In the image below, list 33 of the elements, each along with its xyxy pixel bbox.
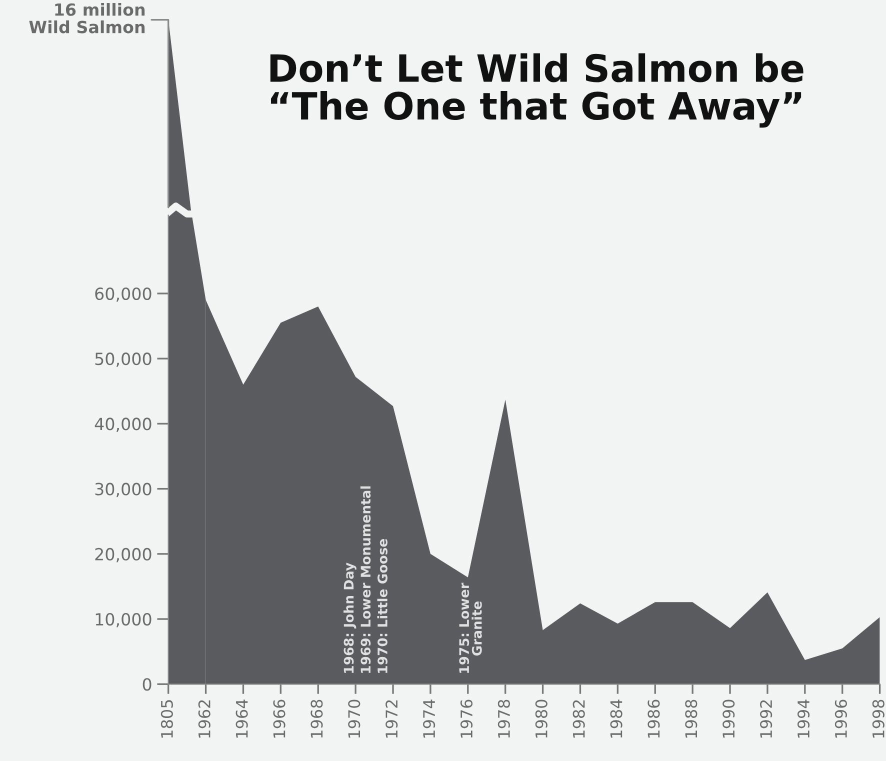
y-tick-label: 30,000 xyxy=(95,482,152,498)
x-tick-label: 1968 xyxy=(310,700,323,738)
y-tick-label: 40,000 xyxy=(94,418,152,432)
y-tick-label: 0 xyxy=(142,678,152,691)
x-tick-label: 1984 xyxy=(610,700,622,738)
annotation: 1969: Lower Monumental xyxy=(360,486,371,673)
x-tick-label: 1990 xyxy=(722,700,735,738)
x-tick-label: 1978 xyxy=(498,700,510,738)
y-tick-label: 60,000 xyxy=(95,287,152,302)
x-tick-label: 1972 xyxy=(386,700,398,738)
x-tick-label: 1998 xyxy=(872,700,884,738)
x-tick-label: 1996 xyxy=(834,700,847,738)
x-tick-label: 1966 xyxy=(273,700,286,738)
y-tick-label: 20,000 xyxy=(95,548,152,562)
x-tick-label: 1982 xyxy=(572,700,585,738)
y-tick-label: 50,000 xyxy=(95,352,152,367)
x-tick-label: 1964 xyxy=(236,700,248,738)
x-tick-label: 1976 xyxy=(460,700,473,738)
x-tick-label: 1994 xyxy=(797,700,810,738)
x-tick-label: 1970 xyxy=(348,700,360,738)
y-tick-label: 10,000 xyxy=(96,612,152,628)
annotation: 1970: Little Goose xyxy=(377,539,388,673)
chart-title: Don’t Let Wild Salmon be “The One that Got Away” xyxy=(270,53,804,128)
x-tick-label: 1974 xyxy=(423,700,436,738)
annotation: 1975: Lower Granite xyxy=(459,582,482,673)
x-tick-label: 1986 xyxy=(648,700,660,738)
x-tick-label: 1992 xyxy=(760,700,772,738)
text: 16 million Wild Salmon xyxy=(29,3,145,34)
x-tick-label: 1962 xyxy=(198,700,210,738)
annotation: 1968: John Day xyxy=(344,562,356,673)
x-tick-label: 1988 xyxy=(685,700,698,738)
x-tick-label: 1980 xyxy=(535,700,548,738)
x-tick-label: 1805 xyxy=(160,700,173,738)
